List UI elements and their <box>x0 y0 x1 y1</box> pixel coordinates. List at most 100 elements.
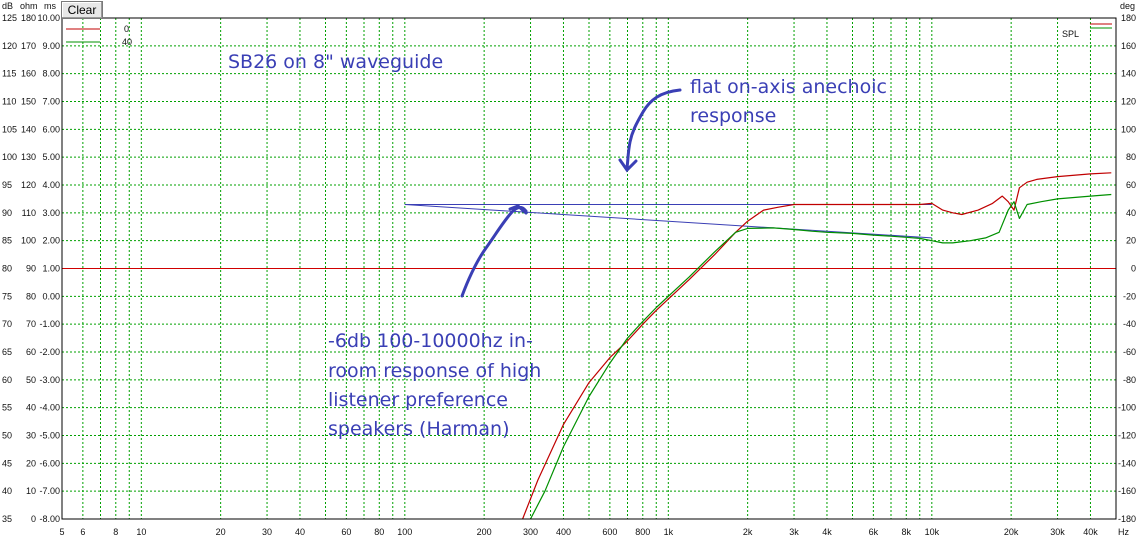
y-tick-label-ohm: 0 <box>31 514 36 524</box>
y-tick-label-db: 95 <box>2 180 12 190</box>
series-line-0 <box>522 172 1112 520</box>
y-tick-label-deg: 60 <box>1126 180 1136 190</box>
annotation-flat-line1: flat on-axis anechoic <box>690 76 887 98</box>
y-tick-label-deg: -160 <box>1118 486 1136 496</box>
x-tick-label: 4k <box>822 527 832 537</box>
x-tick-label: 8k <box>902 527 912 537</box>
annotation-flat-line2: response <box>690 105 776 127</box>
x-tick-label: 10k <box>925 527 940 537</box>
y-tick-label-deg: 160 <box>1121 41 1136 51</box>
spl-label: SPL <box>1062 29 1079 39</box>
y-tick-label-deg: -60 <box>1123 347 1136 357</box>
x-tick-label: 20k <box>1004 527 1019 537</box>
y-tick-label-ms: 5.00 <box>42 152 60 162</box>
y-tick-label-ohm: 80 <box>26 291 36 301</box>
y-tick-label-db: 50 <box>2 431 12 441</box>
y-tick-label-db: 105 <box>2 124 17 134</box>
annotation-harman-line1: -6db 100-10000hz in- <box>328 330 533 352</box>
y-tick-label-ms: 9.00 <box>42 41 60 51</box>
x-tick-label: 3k <box>789 527 799 537</box>
plot-frame <box>61 17 1117 520</box>
annotation-harman-line3: listener preference <box>328 389 508 411</box>
y-tick-label-deg: -20 <box>1123 291 1136 301</box>
y-tick-label-ohm: 140 <box>21 124 36 134</box>
grid <box>61 17 1117 520</box>
y-tick-label-db: 110 <box>2 97 16 107</box>
x-tick-label: 6 <box>80 527 85 537</box>
y-tick-label-db: 80 <box>2 264 12 274</box>
y-tick-label-ohm: 60 <box>26 347 36 357</box>
y-tick-label-ms: 3.00 <box>42 208 60 218</box>
y-tick-label-ms: -6.00 <box>39 458 60 468</box>
clear-button[interactable]: Clear <box>61 1 103 19</box>
series-line-harman-target <box>404 204 932 239</box>
legend-label-40: 40 <box>122 37 132 47</box>
y-tick-label-db: 65 <box>2 347 12 357</box>
y-tick-label-ohm: 70 <box>26 319 36 329</box>
y-tick-label-db: 60 <box>2 375 12 385</box>
y-tick-label-ms: 7.00 <box>42 97 60 107</box>
y-tick-label-deg: 40 <box>1126 208 1136 218</box>
x-tick-label: 80 <box>374 527 384 537</box>
annotation-title: SB26 on 8" waveguide <box>228 51 443 73</box>
series-group <box>522 172 1112 520</box>
y-tick-label-deg: -120 <box>1118 431 1136 441</box>
y-tick-label-deg: 140 <box>1121 69 1136 79</box>
annotation-harman-line2: room response of high <box>328 360 541 382</box>
y-tick-label-ms: 10.00 <box>37 13 60 23</box>
y-tick-label-ms: 8.00 <box>42 69 60 79</box>
legend: 0 40 <box>66 24 132 47</box>
x-tick-label: 6k <box>869 527 879 537</box>
x-tick-label: 8 <box>113 527 118 537</box>
x-tick-label: 1k <box>664 527 674 537</box>
y-tick-label-ms: -3.00 <box>39 375 60 385</box>
y-tick-label-db: 40 <box>2 486 12 496</box>
y-tick-label-db: 55 <box>2 403 12 413</box>
y-tick-label-ms: -2.00 <box>39 347 60 357</box>
y-tick-label-ohm: 30 <box>26 431 36 441</box>
y-tick-label-db: 115 <box>2 69 16 79</box>
y-tick-label-ohm: 120 <box>21 180 36 190</box>
y-tick-label-db: 90 <box>2 208 12 218</box>
deg-axis-header: deg <box>1120 1 1135 11</box>
y-tick-label-ms: 4.00 <box>42 180 60 190</box>
x-tick-label: 200 <box>477 527 492 537</box>
ms-axis-header: ms <box>44 1 56 11</box>
y-tick-label-deg: 100 <box>1121 124 1136 134</box>
x-tick-label: 2k <box>743 527 753 537</box>
y-tick-label-ms: -7.00 <box>39 486 60 496</box>
x-tick-label: 800 <box>635 527 650 537</box>
legend-label-0: 0 <box>124 24 129 34</box>
y-tick-label-ohm: 40 <box>26 403 36 413</box>
x-tick-label: 30k <box>1050 527 1065 537</box>
x-tick-label: 40k <box>1083 527 1098 537</box>
y-tick-label-ohm: 160 <box>21 69 36 79</box>
y-tick-label-ohm: 90 <box>26 264 36 274</box>
y-tick-label-db: 45 <box>2 458 12 468</box>
x-tick-label: 100 <box>397 527 412 537</box>
x-tick-label: 400 <box>556 527 571 537</box>
y-tick-label-db: 120 <box>2 41 17 51</box>
y-tick-label-deg: 80 <box>1126 152 1136 162</box>
x-tick-label: 5 <box>59 527 64 537</box>
annotation-harman-line4: speakers (Harman) <box>328 418 509 440</box>
y-tick-label-ms: -4.00 <box>39 403 60 413</box>
y-tick-label-db: 85 <box>2 236 12 246</box>
y-tick-label-ohm: 150 <box>21 97 36 107</box>
series-line-40 <box>529 193 1112 520</box>
y-tick-label-deg: -80 <box>1123 375 1136 385</box>
y-tick-label-deg: 180 <box>1121 13 1136 23</box>
y-tick-label-ohm: 50 <box>26 375 36 385</box>
y-tick-label-ohm: 100 <box>21 236 36 246</box>
y-tick-label-deg: -140 <box>1118 458 1136 468</box>
y-tick-label-deg: 120 <box>1121 97 1136 107</box>
ohm-axis-header: ohm <box>20 1 38 11</box>
x-tick-label: 30 <box>262 527 272 537</box>
y-tick-label-ohm: 170 <box>21 41 36 51</box>
y-tick-label-db: 100 <box>2 152 17 162</box>
y-tick-label-deg: 20 <box>1126 236 1136 246</box>
axis-labels: 5 6 8 10 20 30 40 60 80 100 200 300 400 600 800 1k 2k 3k 4… <box>2 13 1136 537</box>
y-tick-label-ms: -1.00 <box>39 319 60 329</box>
